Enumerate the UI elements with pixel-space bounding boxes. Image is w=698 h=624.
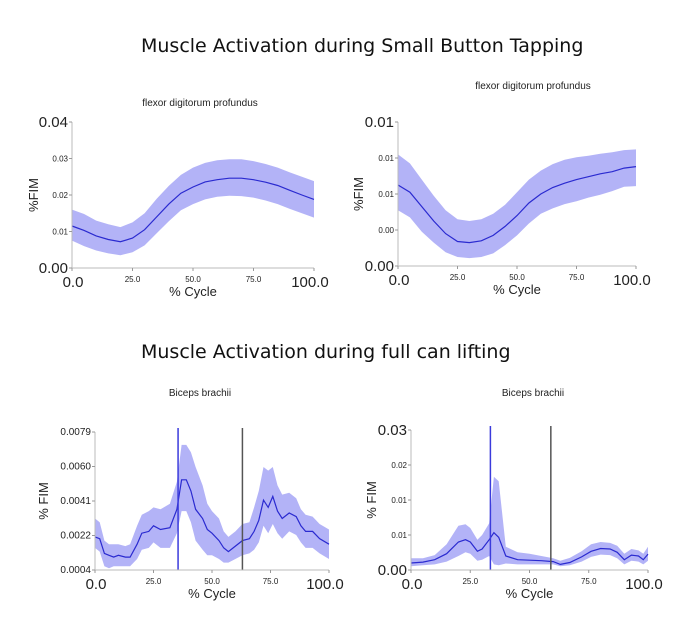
x-tick-label: 50.0: [185, 275, 201, 284]
y-axis-label: %FIM: [26, 178, 41, 212]
x-tick-label: 25.0: [450, 273, 466, 282]
y-tick-label: 0.01: [52, 228, 68, 237]
y-tick-label: 0.00: [378, 562, 407, 579]
x-tick-label: 0.0: [402, 576, 423, 593]
y-tick-label: 0.0022: [60, 531, 91, 542]
x-axis-label: % Cycle: [169, 284, 217, 299]
y-tick-label: 0.01: [365, 114, 394, 131]
x-tick-label: 25.0: [146, 577, 162, 586]
x-tick-label: 50.0: [522, 577, 538, 586]
y-tick-label: 0.02: [52, 191, 68, 200]
x-tick-label: 0.0: [86, 576, 107, 593]
std-band: [398, 149, 636, 259]
chart-panel-3: Biceps brachii 0.0004 0.0022 0.0041 0.0060 0.…: [36, 388, 344, 601]
y-tick-label: 0.00: [365, 258, 394, 275]
x-tick-label: 50.0: [204, 577, 220, 586]
std-band: [95, 444, 329, 569]
x-tick-label: 100.0: [613, 272, 651, 289]
x-tick-label: 100.0: [306, 576, 344, 593]
y-tick-label: 0.00: [378, 226, 394, 235]
title-tapping: Muscle Activation during Small Button Ta…: [141, 35, 584, 57]
y-tick-label: 0.01: [378, 190, 394, 199]
y-tick-label: 0.01: [391, 531, 407, 540]
x-axis-label: % Cycle: [506, 586, 554, 601]
y-tick-label: 0.0041: [60, 496, 91, 507]
y-tick-label: 0.02: [391, 461, 407, 470]
y-tick-label: 0.01: [378, 154, 394, 163]
chart-subtitle: Biceps brachii: [502, 388, 564, 399]
x-tick-label: 100.0: [625, 576, 663, 593]
chart-panel-1: flexor digitorum profundus 0.00 0.01 0.02 0.…: [26, 98, 329, 299]
x-axis-label: % Cycle: [188, 586, 236, 601]
y-axis-label: %FIM: [351, 177, 366, 211]
x-tick-label: 100.0: [291, 274, 329, 291]
x-tick-label: 75.0: [263, 577, 279, 586]
x-tick-label: 75.0: [569, 273, 585, 282]
chart-subtitle: Biceps brachii: [169, 388, 231, 399]
y-tick-label: 0.0004: [60, 565, 91, 576]
x-axis-label: % Cycle: [493, 282, 541, 297]
y-tick-label: 0.00: [39, 260, 68, 277]
x-tick-label: 75.0: [246, 275, 262, 284]
mean-line: [71, 177, 315, 243]
y-tick-label: 0.0060: [60, 462, 91, 473]
mean-line: [410, 531, 649, 566]
x-tick-label: 0.0: [389, 272, 410, 289]
x-tick-label: 25.0: [125, 275, 141, 284]
std-band: [411, 476, 648, 567]
chart-subtitle: flexor digitorum profundus: [475, 81, 591, 92]
chart-panel-2: flexor digitorum profundus 0.00 0.00 0.01 0.…: [351, 81, 651, 297]
x-tick-label: 0.0: [63, 274, 84, 291]
chart-panel-4: Biceps brachii 0.00 0.01 0.01 0.02 0.03 0.0 25.…: [364, 388, 663, 601]
mean-line: [397, 166, 637, 244]
y-axis-label: % FIM: [36, 482, 51, 520]
y-tick-label: 0.0079: [60, 427, 91, 438]
x-tick-label: 50.0: [509, 273, 525, 282]
y-axis-label: % FIM: [364, 481, 379, 519]
chart-subtitle: flexor digitorum profundus: [142, 98, 258, 109]
x-tick-label: 25.0: [462, 577, 478, 586]
title-lifting: Muscle Activation during full can liftin…: [141, 341, 511, 363]
y-tick-label: 0.01: [391, 496, 407, 505]
std-band: [72, 159, 314, 256]
y-tick-label: 0.04: [39, 114, 68, 131]
mean-line: [94, 479, 330, 558]
y-tick-label: 0.03: [378, 422, 407, 439]
x-tick-label: 75.0: [581, 577, 597, 586]
y-tick-label: 0.03: [52, 155, 68, 164]
